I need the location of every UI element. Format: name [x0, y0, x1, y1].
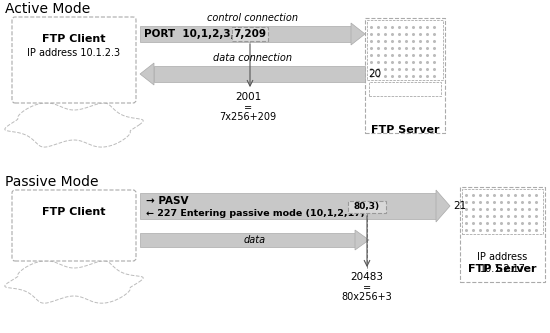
- Bar: [367, 20, 443, 80]
- Text: FTP Server: FTP Server: [371, 125, 439, 135]
- Text: 7,209: 7,209: [234, 29, 267, 39]
- Text: IP address
10.1.2.17: IP address 10.1.2.17: [477, 252, 527, 274]
- Text: =: =: [244, 103, 252, 113]
- Polygon shape: [351, 23, 365, 45]
- Bar: [154, 66, 365, 82]
- Text: 80,3): 80,3): [354, 202, 380, 211]
- Text: PORT  10,1,2,3,: PORT 10,1,2,3,: [144, 29, 235, 39]
- FancyBboxPatch shape: [12, 17, 136, 103]
- Text: control connection: control connection: [207, 13, 298, 23]
- Bar: [140, 26, 351, 42]
- Polygon shape: [355, 230, 369, 250]
- Polygon shape: [436, 190, 450, 222]
- Bar: [232, 27, 268, 41]
- Text: 7x256+209: 7x256+209: [219, 112, 277, 122]
- Text: 80x256+3: 80x256+3: [342, 292, 392, 302]
- Text: 2001: 2001: [235, 92, 261, 102]
- Bar: [460, 187, 545, 282]
- Bar: [140, 193, 436, 219]
- FancyBboxPatch shape: [12, 190, 136, 261]
- Text: 21: 21: [453, 201, 466, 211]
- Text: ← 227 Entering passive mode (10,1,2,17,: ← 227 Entering passive mode (10,1,2,17,: [146, 208, 365, 217]
- Bar: [462, 189, 543, 234]
- Text: Passive Mode: Passive Mode: [5, 175, 98, 189]
- Text: data: data: [244, 235, 266, 245]
- Text: FTP Server: FTP Server: [468, 264, 537, 274]
- Bar: [348, 201, 386, 213]
- Text: IP address 10.1.2.3: IP address 10.1.2.3: [28, 48, 120, 58]
- Bar: [369, 82, 441, 96]
- Text: FTP Client: FTP Client: [42, 207, 106, 217]
- Text: → PASV: → PASV: [146, 196, 189, 206]
- Text: 20483: 20483: [350, 272, 383, 282]
- Bar: [365, 18, 445, 133]
- Text: data connection: data connection: [213, 53, 292, 63]
- Text: FTP Client: FTP Client: [42, 34, 106, 44]
- Text: Active Mode: Active Mode: [5, 2, 90, 16]
- Bar: [140, 233, 355, 247]
- Polygon shape: [140, 63, 154, 85]
- Text: 20: 20: [368, 69, 381, 79]
- Text: =: =: [363, 283, 371, 293]
